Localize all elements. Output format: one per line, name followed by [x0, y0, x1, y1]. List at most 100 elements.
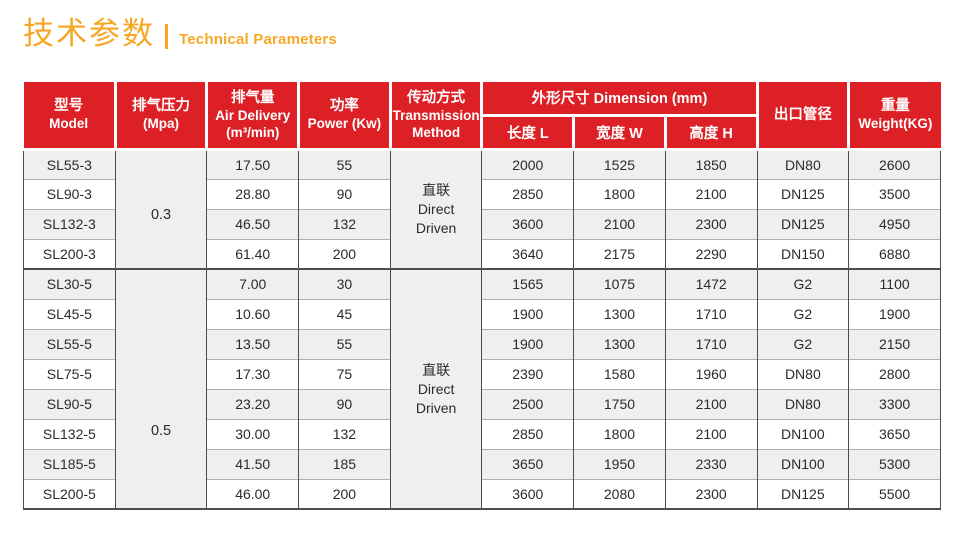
model-cell: SL90-5	[23, 388, 116, 419]
width-cell: 1800	[573, 418, 666, 449]
pressure-value: 0.3	[150, 207, 172, 224]
col-header-transmission-en1: Transmission	[392, 107, 480, 123]
weight-cell: 3650	[848, 418, 941, 449]
height-cell: 1710	[664, 328, 758, 359]
table-row: SL90-3 28.80 90 2850 1800 2100 DN125 3500	[23, 178, 941, 209]
width-cell: 1750	[573, 388, 666, 419]
height-cell: 2290	[664, 238, 758, 269]
col-header-model-zh: 型号	[54, 98, 84, 115]
weight-cell: 1100	[848, 268, 941, 299]
model-cell: SL30-5	[23, 268, 116, 299]
air-delivery-cell: 17.50	[206, 148, 300, 179]
model-cell: SL200-5	[23, 478, 116, 510]
outlet-diameter-cell: DN150	[756, 238, 850, 269]
col-header-air-delivery-en: Air Delivery	[215, 107, 291, 123]
col-header-weight: 重量 Weight(KG)	[847, 82, 941, 151]
outlet-diameter-cell: DN100	[756, 448, 850, 479]
height-cell: 2100	[664, 418, 758, 449]
weight-cell: 2600	[848, 148, 941, 179]
length-cell: 3600	[481, 208, 575, 239]
length-cell: 2850	[481, 418, 575, 449]
height-cell: 2100	[664, 388, 758, 419]
model-cell: SL132-5	[23, 418, 116, 449]
table-row: SL45-5 10.60 45 1900 1300 1710 G2 1900	[23, 298, 941, 329]
height-cell: 1850	[664, 148, 758, 179]
col-header-length-label: 长度 L	[506, 125, 549, 142]
col-header-model-en: Model	[49, 116, 89, 132]
weight-cell: 4950	[848, 208, 941, 239]
model-cell: SL45-5	[23, 298, 116, 329]
weight-cell: 5500	[848, 478, 941, 510]
col-header-width: 宽度 W	[572, 113, 667, 151]
power-cell: 75	[298, 358, 391, 389]
pressure-cell: 0.3	[114, 148, 208, 269]
table-row: SL30-5 0.5 7.00 30 直联 Direct Driven 1565 1075 147…	[23, 268, 941, 509]
width-cell: 2080	[573, 478, 666, 510]
transmission-en-line: Driven	[415, 399, 457, 416]
col-header-transmission-zh: 传动方式	[407, 89, 466, 106]
length-cell: 1900	[481, 298, 575, 329]
height-cell: 2100	[664, 178, 758, 209]
air-delivery-cell: 61.40	[206, 238, 300, 269]
transmission-en-line: Direct	[417, 380, 455, 397]
air-delivery-cell: 46.00	[206, 478, 300, 510]
transmission-en-line: Driven	[415, 219, 457, 236]
col-header-dimension: 外形尺寸 Dimension (mm)	[480, 82, 759, 117]
table-row: SL90-5 23.20 90 2500 1750 2100 DN80 3300	[23, 388, 941, 419]
air-delivery-cell: 41.50	[206, 448, 300, 479]
model-cell: SL55-5	[23, 328, 116, 359]
outlet-diameter-cell: DN125	[756, 178, 850, 209]
pressure-cell: 0.5	[114, 268, 208, 509]
col-header-power: 功率 Power (Kw)	[297, 82, 392, 151]
power-cell: 90	[298, 178, 391, 209]
width-cell: 1300	[573, 328, 666, 359]
length-cell: 3640	[481, 238, 575, 269]
model-cell: SL185-5	[23, 448, 116, 479]
air-delivery-cell: 30.00	[206, 418, 300, 449]
transmission-cell: 直联 Direct Driven	[389, 148, 483, 269]
col-header-power-zh: 功率	[329, 98, 359, 115]
width-cell: 2175	[573, 238, 666, 269]
page-title-zh: 技术参数	[23, 16, 155, 51]
width-cell: 2100	[573, 208, 666, 239]
col-header-weight-en: Weight(KG)	[858, 116, 933, 132]
air-delivery-cell: 10.60	[206, 298, 300, 329]
col-header-dimension-label: 外形尺寸 Dimension (mm)	[531, 91, 708, 108]
outlet-diameter-cell: DN80	[756, 358, 850, 389]
height-cell: 2330	[664, 448, 758, 479]
weight-cell: 5300	[848, 448, 941, 479]
length-cell: 1900	[481, 328, 575, 359]
power-cell: 132	[298, 208, 391, 239]
pressure-value: 0.5	[150, 423, 172, 439]
col-header-pressure-unit: (Mpa)	[143, 116, 180, 132]
col-header-length: 长度 L	[481, 113, 576, 151]
transmission-en-line: Direct	[417, 200, 455, 217]
col-header-transmission: 传动方式 Transmission Method	[388, 82, 484, 151]
table-row: SL55-3 0.3 17.50 55 直联 Direct Driven 2000 1525 18…	[23, 148, 941, 269]
page-title-en: Technical Parameters	[179, 31, 337, 48]
col-header-pressure-zh: 排气压力	[132, 98, 191, 115]
transmission-zh: 直联	[422, 181, 451, 198]
table-row: SL200-5 46.00 200 3600 2080 2300 DN125 5500	[23, 478, 941, 510]
power-cell: 132	[298, 418, 391, 449]
table-body: SL55-3 0.3 17.50 55 直联 Direct Driven 2000 1525 18…	[23, 148, 941, 510]
outlet-diameter-cell: G2	[756, 268, 850, 299]
col-header-power-en: Power (Kw)	[307, 116, 382, 132]
table-header: 型号 Model 排气压力 (Mpa) 排气量 Air Delivery (m³…	[23, 82, 941, 151]
weight-cell: 3300	[848, 388, 941, 419]
air-delivery-cell: 17.30	[206, 358, 300, 389]
col-header-air-delivery-unit: (m³/min)	[226, 124, 280, 140]
table-row: SL200-3 61.40 200 3640 2175 2290 DN150 6880	[23, 238, 941, 269]
col-header-transmission-en2: Method	[412, 124, 461, 140]
table-row: SL55-5 13.50 55 1900 1300 1710 G2 2150	[23, 328, 941, 359]
table-row: SL75-5 17.30 75 2390 1580 1960 DN80 2800	[23, 358, 941, 389]
width-cell: 1300	[573, 298, 666, 329]
air-delivery-cell: 13.50	[206, 328, 300, 359]
technical-parameters-table: 型号 Model 排气压力 (Mpa) 排气量 Air Delivery (m³…	[23, 82, 941, 510]
outlet-diameter-cell: DN100	[756, 418, 850, 449]
col-header-height-label: 高度 H	[689, 125, 733, 142]
col-header-pressure: 排气压力 (Mpa)	[113, 82, 209, 151]
power-cell: 30	[298, 268, 391, 299]
weight-cell: 3500	[848, 178, 941, 209]
